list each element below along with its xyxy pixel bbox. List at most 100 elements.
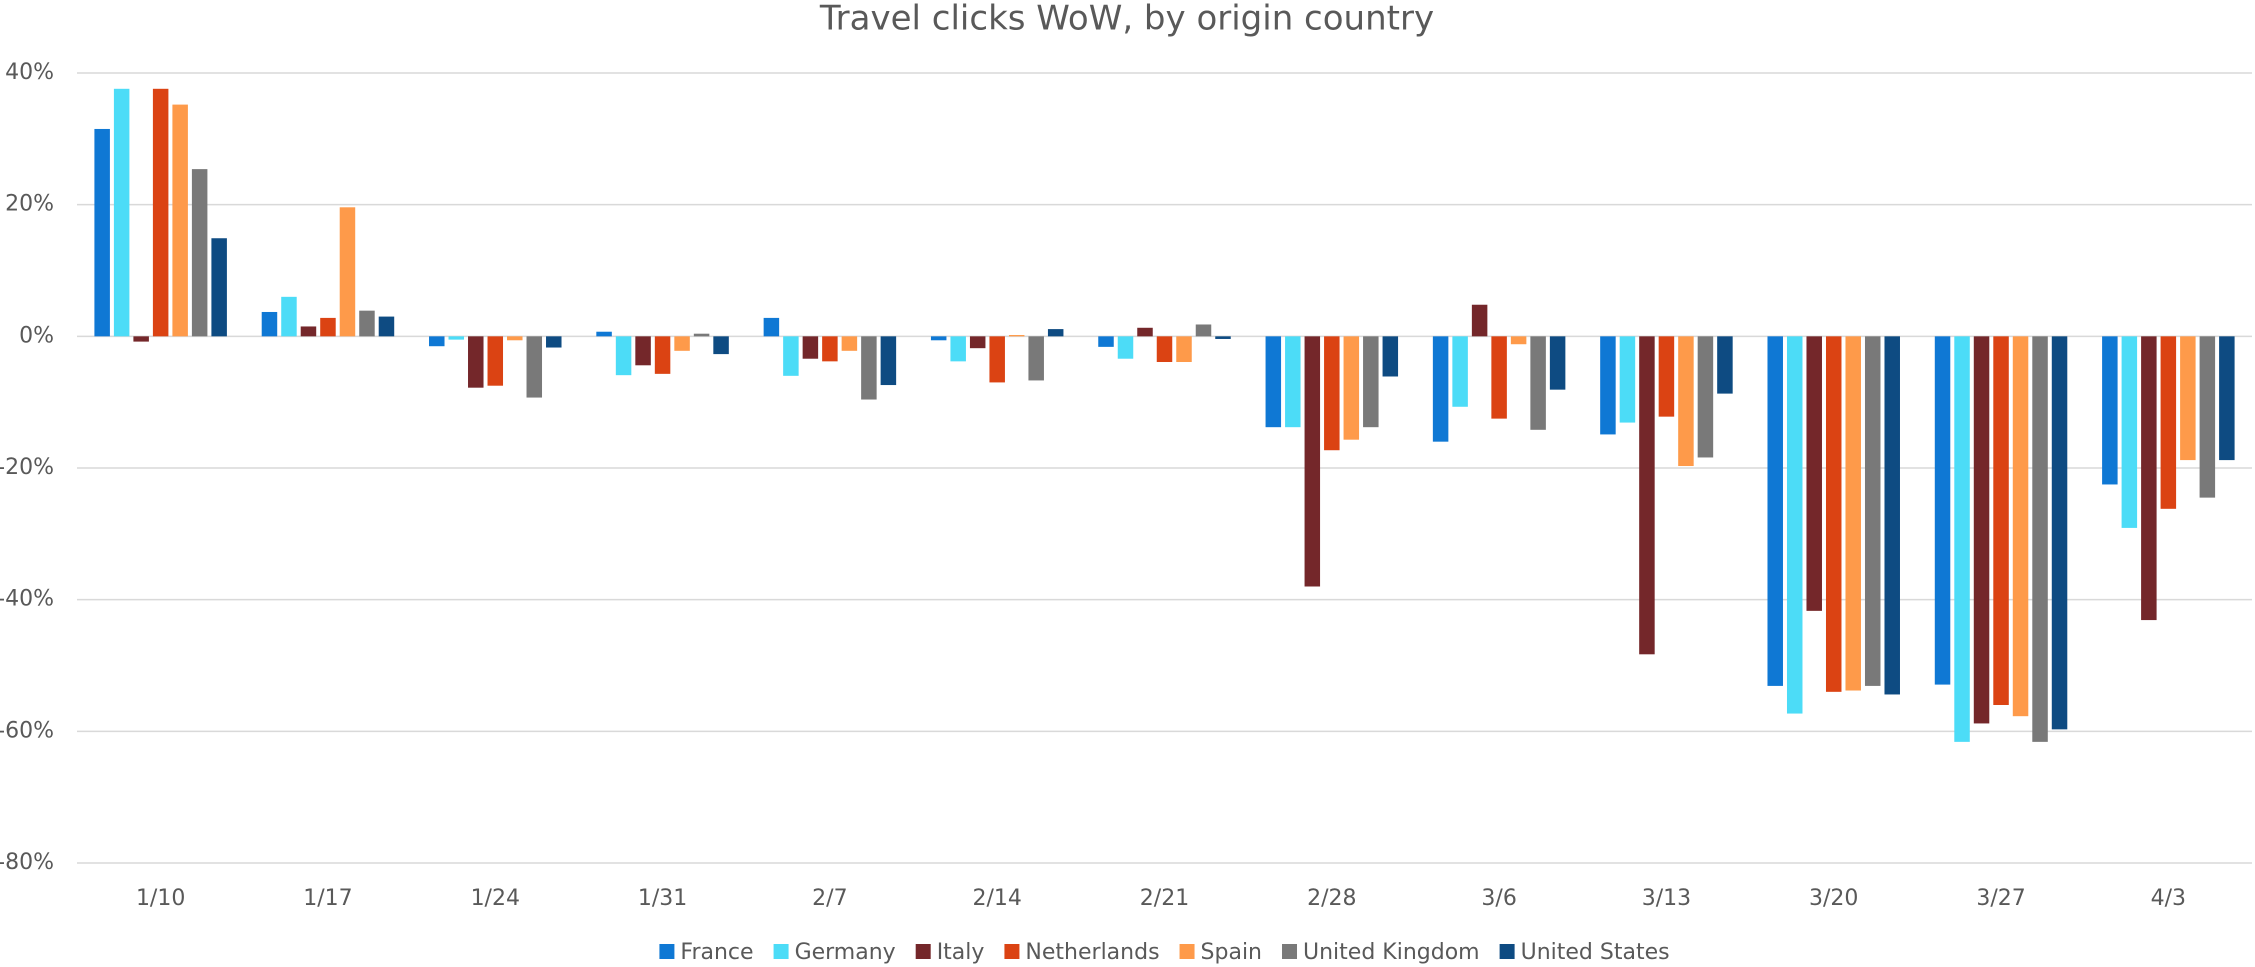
x-tick-label: 1/17 — [303, 886, 352, 911]
bar — [1864, 336, 1881, 686]
x-tick-label: 1/24 — [471, 886, 520, 911]
bar — [1137, 327, 1153, 337]
bar — [1195, 324, 1212, 337]
bar — [2051, 336, 2068, 730]
bar — [989, 336, 1005, 383]
legend-swatch — [1282, 944, 1298, 959]
bar — [468, 336, 484, 388]
bar — [94, 128, 110, 337]
bar — [281, 296, 297, 337]
bar — [615, 336, 632, 376]
bar — [1265, 336, 1282, 428]
bar — [1510, 336, 1527, 345]
y-tick-label: 40% — [5, 60, 54, 85]
bar — [1806, 336, 1822, 611]
bar — [880, 336, 897, 386]
bar — [950, 336, 966, 362]
bar — [378, 316, 395, 337]
bar — [1452, 336, 1468, 407]
bar — [1973, 336, 1990, 724]
bar — [1619, 336, 1636, 423]
x-tick-label: 2/21 — [1140, 886, 1189, 911]
bar — [822, 336, 838, 362]
bar — [1786, 336, 1803, 714]
bar — [1934, 336, 1951, 685]
bar — [1432, 336, 1449, 442]
bar — [1008, 335, 1025, 337]
bar — [1678, 336, 1694, 467]
bar — [1954, 336, 1970, 742]
bar — [654, 336, 671, 374]
bar — [507, 336, 523, 341]
bar — [1491, 336, 1507, 419]
bar — [1304, 336, 1321, 587]
x-tick-label: 2/28 — [1307, 886, 1356, 911]
bar — [2141, 336, 2157, 621]
y-tick-label: -60% — [0, 718, 54, 743]
legend-label: France — [680, 940, 753, 965]
bar — [969, 336, 986, 349]
bar — [191, 169, 208, 337]
bar — [1845, 336, 1861, 691]
bar — [674, 336, 690, 351]
x-tick-label: 2/7 — [812, 886, 847, 911]
bar — [152, 88, 169, 337]
x-tick-label: 2/14 — [972, 886, 1021, 911]
legend-label: Italy — [937, 940, 985, 965]
bar — [211, 238, 227, 337]
bar — [2032, 336, 2048, 742]
bar — [1549, 336, 1566, 390]
bar — [359, 310, 375, 337]
bar — [1047, 329, 1064, 337]
legend-swatch — [773, 944, 789, 959]
legend-label: United Kingdom — [1303, 940, 1480, 965]
legend-swatch — [1004, 944, 1020, 959]
legend-label: Germany — [795, 940, 896, 965]
bar — [487, 336, 504, 386]
legend-label: Netherlands — [1025, 940, 1159, 965]
bar — [1324, 336, 1340, 451]
x-tick-label: 3/13 — [1642, 886, 1691, 911]
bar — [1825, 336, 1842, 692]
bar — [546, 336, 562, 348]
bar — [763, 317, 780, 337]
bar — [783, 336, 799, 376]
legend-label: United States — [1521, 940, 1670, 965]
bar — [1028, 336, 1044, 381]
bar — [1530, 336, 1546, 430]
bar — [1285, 336, 1301, 428]
bar — [339, 207, 356, 337]
y-tick-label: 20% — [5, 192, 54, 217]
legend-swatch — [1179, 944, 1195, 959]
bar — [2121, 336, 2138, 528]
bar — [113, 88, 130, 337]
y-tick-label: -20% — [0, 455, 54, 480]
bar — [1117, 336, 1134, 359]
bar — [1767, 336, 1783, 686]
bar — [1658, 336, 1675, 417]
x-tick-label: 1/31 — [638, 886, 687, 911]
bar — [1215, 336, 1231, 339]
bar — [2012, 336, 2029, 717]
bar — [693, 333, 710, 337]
bar — [1156, 336, 1173, 363]
bar — [1343, 336, 1360, 440]
bar — [133, 336, 149, 342]
legend-swatch — [659, 944, 675, 959]
bar — [2199, 336, 2216, 498]
bar — [526, 336, 543, 398]
bar — [1884, 336, 1900, 695]
bar — [1363, 336, 1379, 428]
bar — [802, 336, 819, 359]
bar — [448, 336, 465, 340]
y-tick-label: -40% — [0, 587, 54, 612]
bar — [1098, 336, 1114, 347]
bar — [1471, 304, 1488, 337]
bar — [172, 104, 188, 337]
bar — [261, 311, 278, 337]
bar — [713, 336, 729, 355]
legend-swatch — [1499, 944, 1515, 959]
y-tick-label: -80% — [0, 850, 54, 875]
bar — [930, 336, 947, 341]
